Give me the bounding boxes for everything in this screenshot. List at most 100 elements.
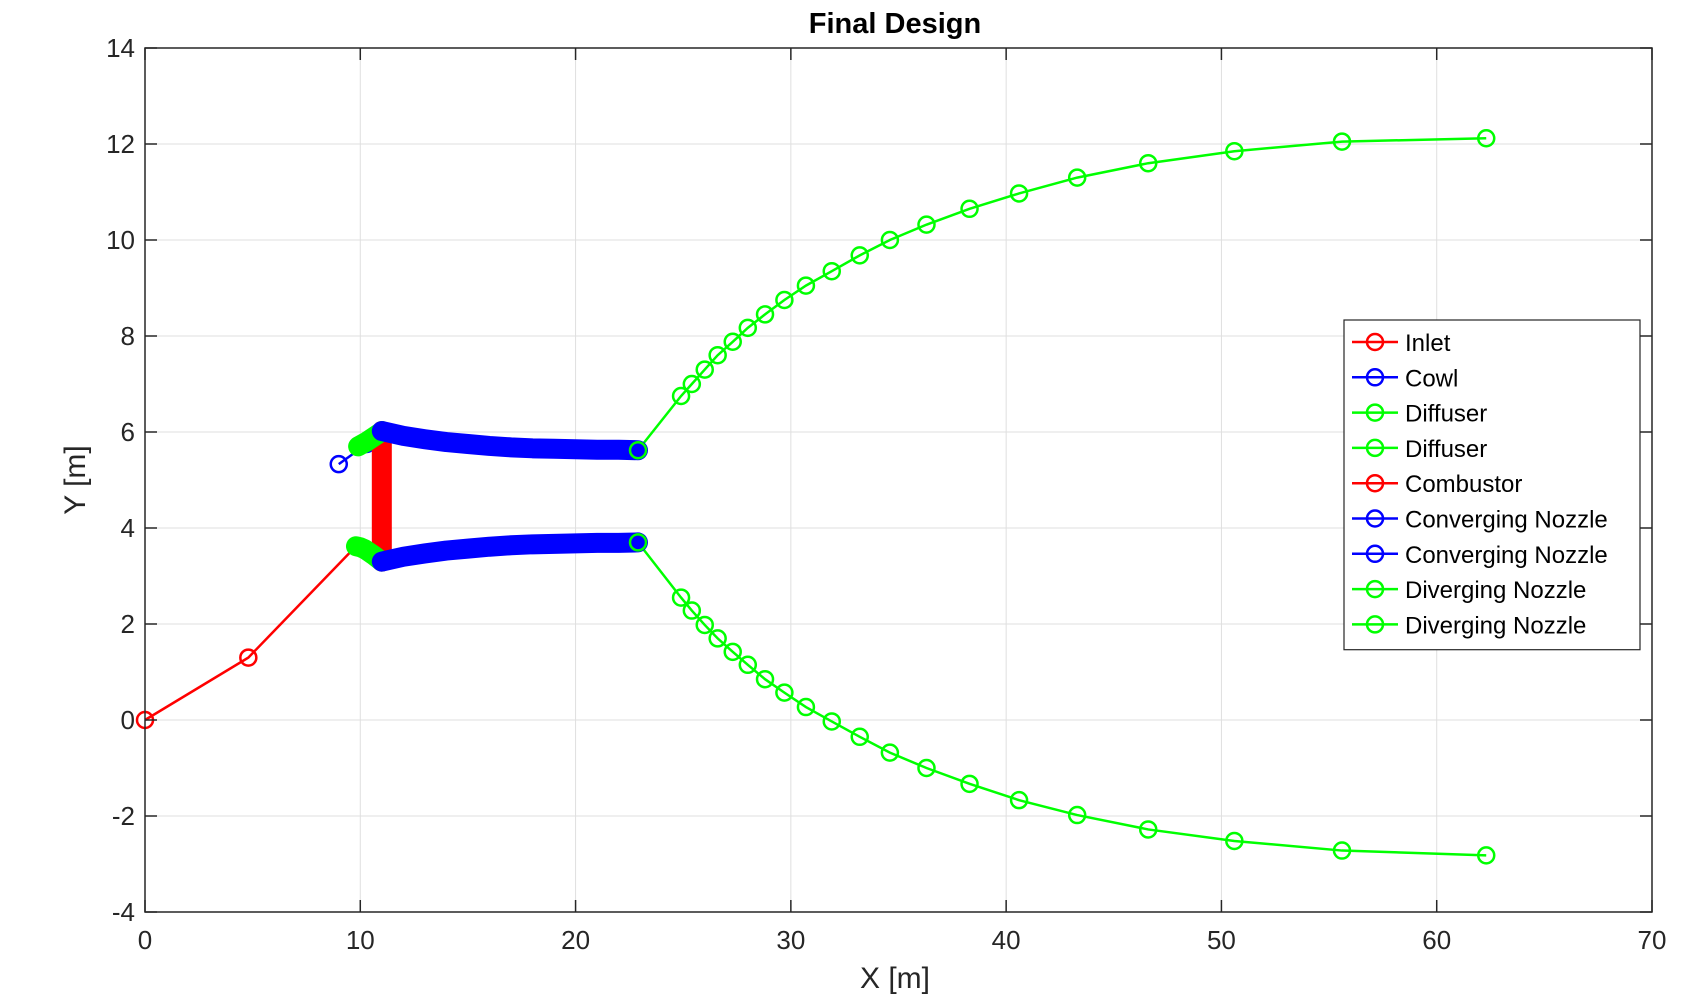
series-line	[637, 136, 1487, 452]
legend-label: Diverging Nozzle	[1405, 577, 1586, 604]
x-tick-label: 20	[561, 925, 590, 955]
data-point	[1476, 846, 1496, 865]
data-point	[850, 727, 869, 747]
x-tick-label: 10	[346, 925, 375, 955]
ticks: 0 10 20 30 40 50 60 70 -4 -2 0 2 4 6 8 10 12 14	[106, 33, 1666, 955]
legend-label: Converging Nozzle	[1405, 507, 1608, 534]
data-point	[682, 374, 702, 394]
series-diverging-nozzle	[628, 128, 1496, 460]
data-point	[671, 386, 691, 406]
legend-item: Combustor	[1352, 471, 1522, 498]
series-band	[371, 421, 649, 461]
data-point	[628, 533, 648, 552]
data-point	[695, 360, 714, 379]
data-point	[917, 758, 936, 778]
x-tick-label: 70	[1638, 925, 1667, 955]
data-point	[1225, 141, 1244, 161]
data-point	[960, 774, 979, 794]
series-band	[371, 532, 649, 572]
data-point	[917, 215, 936, 234]
legend-item: Diverging Nozzle	[1352, 577, 1586, 604]
legend-label: Inlet	[1405, 330, 1451, 357]
data-point	[1138, 820, 1158, 839]
data-point	[755, 669, 775, 689]
data-point	[671, 588, 691, 607]
legend-marker	[1365, 509, 1385, 528]
data-point	[723, 332, 742, 352]
legend-marker	[1365, 403, 1385, 422]
data-point	[1067, 168, 1087, 187]
data-point	[1138, 153, 1158, 173]
legend-item: Diffuser	[1352, 436, 1487, 463]
data-point	[329, 454, 349, 474]
data-point	[682, 601, 702, 620]
data-point	[1476, 128, 1496, 148]
series-line	[637, 541, 1487, 857]
data-point	[755, 305, 775, 324]
legend-label: Diverging Nozzle	[1405, 612, 1586, 639]
axes-box	[144, 47, 1653, 913]
data-point	[695, 615, 714, 635]
x-tick-label: 60	[1422, 925, 1451, 955]
data-point	[708, 629, 727, 648]
y-tick-label: 6	[121, 417, 135, 447]
data-point	[1225, 831, 1244, 851]
x-tick-label: 40	[992, 925, 1021, 955]
data-point	[1332, 132, 1352, 151]
y-tick-label: 2	[121, 609, 135, 639]
chart-title: Final Design	[809, 8, 981, 40]
legend-item: Diverging Nozzle	[1352, 612, 1586, 639]
data-point	[239, 648, 258, 667]
legend-marker	[1365, 368, 1385, 387]
x-axis-label: X [m]	[860, 962, 930, 995]
data-point	[775, 683, 794, 702]
data-point	[708, 345, 727, 365]
data-point	[1067, 805, 1087, 825]
legend-label: Combustor	[1405, 471, 1522, 498]
legend-item: Converging Nozzle	[1352, 542, 1608, 569]
data-point	[1332, 841, 1352, 860]
legend-label: Diffuser	[1405, 436, 1487, 463]
data-point	[796, 276, 816, 295]
legend-item: Diffuser	[1352, 401, 1487, 428]
x-tick-label: 50	[1207, 925, 1236, 955]
y-tick-label: 0	[121, 705, 135, 735]
data-point	[723, 642, 742, 662]
y-tick-label: 4	[121, 513, 135, 543]
legend-item: Cowl	[1352, 365, 1458, 392]
y-tick-label: 12	[106, 129, 135, 159]
legend-marker	[1365, 579, 1385, 599]
data-point	[628, 440, 648, 460]
series-diverging-nozzle	[628, 533, 1496, 865]
data-point	[796, 697, 816, 717]
data-point	[822, 261, 842, 281]
legend-item: Converging Nozzle	[1352, 507, 1608, 534]
legend-label: Cowl	[1405, 365, 1458, 392]
x-tick-label: 30	[776, 925, 805, 955]
y-tick-label: 10	[106, 225, 135, 255]
legend-box	[1343, 319, 1641, 651]
data-point	[1009, 184, 1029, 203]
y-tick-label: 14	[106, 33, 135, 63]
data-point	[850, 246, 869, 265]
legend-item: Inlet	[1352, 330, 1451, 357]
legend-marker	[1365, 332, 1385, 352]
data-point	[822, 712, 842, 731]
y-tick-label: -4	[112, 897, 135, 927]
series-line	[144, 545, 357, 722]
data-point	[880, 743, 900, 762]
legend-marker	[1365, 438, 1385, 458]
data-point	[880, 230, 900, 250]
legend-label: Converging Nozzle	[1405, 542, 1608, 569]
y-tick-label: -2	[112, 801, 135, 831]
legend-marker	[1365, 615, 1385, 634]
data-point	[738, 318, 758, 338]
legend-marker	[1365, 473, 1385, 493]
data-point	[738, 655, 758, 675]
data-point	[1009, 790, 1029, 810]
x-tick-label: 0	[138, 925, 152, 955]
legend-marker	[1365, 544, 1385, 564]
data-point	[775, 290, 794, 310]
y-axis-label: Y [m]	[59, 445, 92, 514]
